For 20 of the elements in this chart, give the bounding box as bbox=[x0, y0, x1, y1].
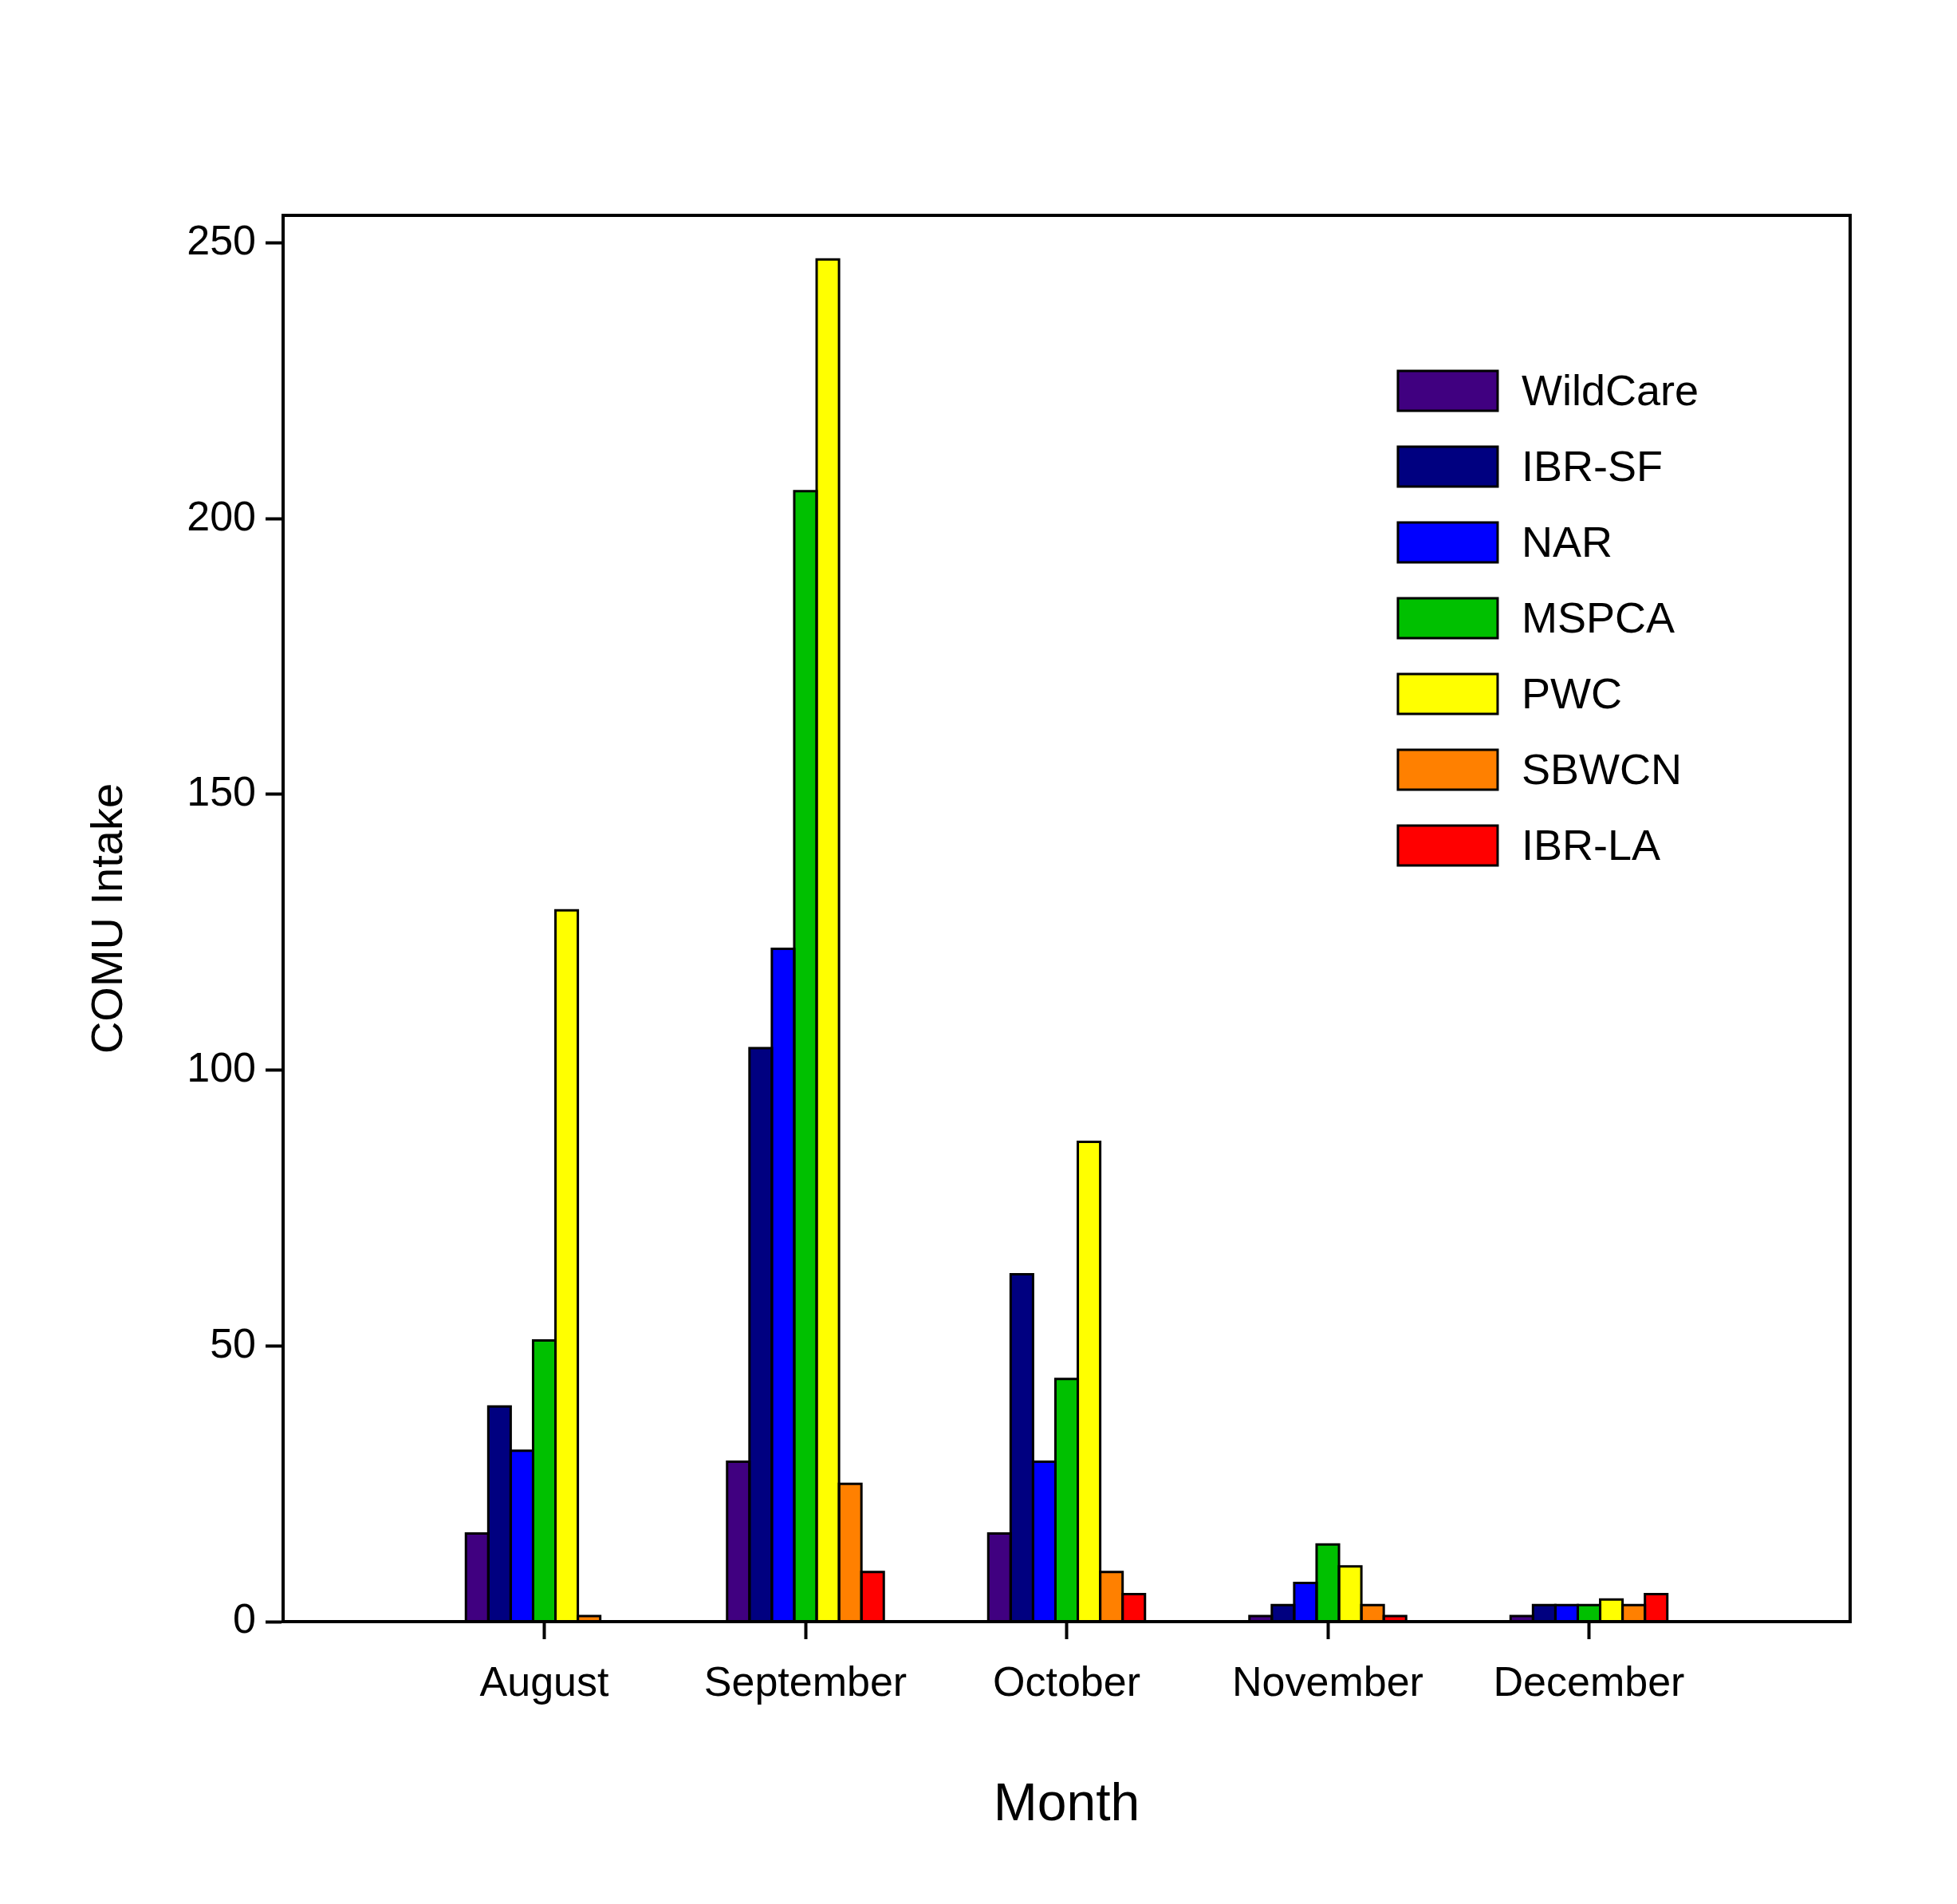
legend-label: IBR-SF bbox=[1521, 441, 1663, 490]
y-tick-label: 0 bbox=[233, 1595, 256, 1642]
y-tick-label: 100 bbox=[187, 1043, 256, 1090]
legend-label: PWC bbox=[1521, 668, 1622, 717]
y-tick-label: 200 bbox=[187, 492, 256, 539]
x-axis-title: Month bbox=[993, 1772, 1140, 1831]
legend-label: NAR bbox=[1521, 517, 1612, 566]
y-tick-label: 250 bbox=[187, 216, 256, 263]
x-tick-label: December bbox=[1493, 1658, 1685, 1705]
legend-label: SBWCN bbox=[1521, 744, 1682, 793]
legend-label: WildCare bbox=[1521, 365, 1699, 414]
x-tick-label: August bbox=[479, 1658, 609, 1705]
legend-label: MSPCA bbox=[1521, 593, 1675, 641]
x-tick-label: November bbox=[1232, 1658, 1423, 1705]
legend-label: IBR-LA bbox=[1521, 820, 1661, 869]
y-tick-label: 50 bbox=[210, 1319, 256, 1366]
y-tick-label: 150 bbox=[187, 768, 256, 815]
y-axis-title: COMU Intake bbox=[81, 782, 132, 1054]
x-tick-label: October bbox=[993, 1658, 1140, 1705]
x-tick-label: September bbox=[703, 1658, 908, 1705]
